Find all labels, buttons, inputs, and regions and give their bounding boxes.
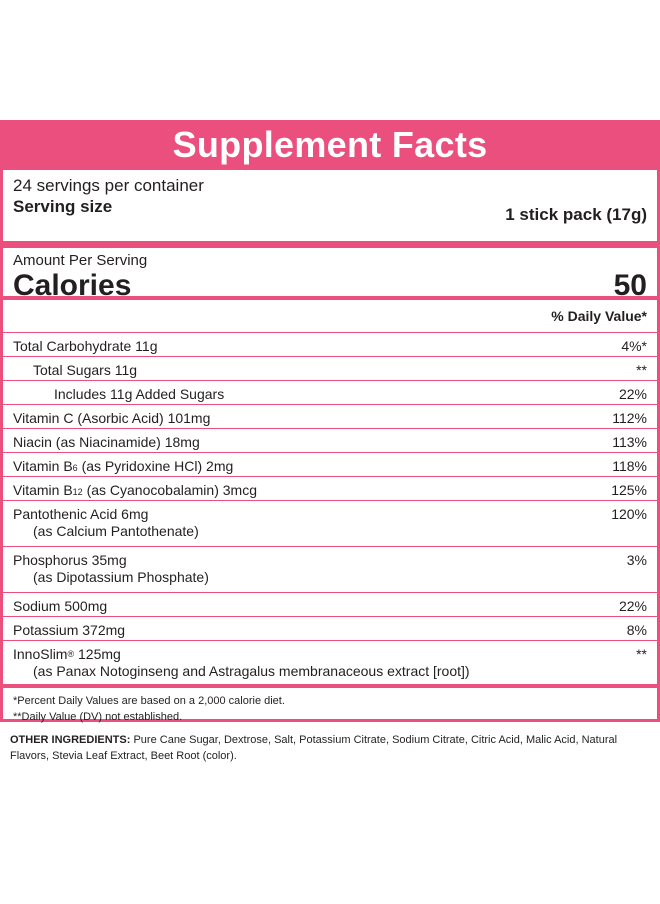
nutrient-row: Niacin (as Niacinamide) 18mg 113% [3,429,657,453]
other-ingredients-label: OTHER INGREDIENTS: [10,734,131,746]
supplement-facts-panel: Supplement Facts 24 servings per contain… [0,120,660,723]
amount-per-serving: Amount Per Serving [13,252,148,269]
nutrient-row: Includes 11g Added Sugars 22% [3,381,657,405]
panel-title: Supplement Facts [3,120,657,170]
nutrient-name: Phosphorus 35mg [13,552,127,568]
nutrient-row: Sodium 500mg 22% [3,593,657,617]
daily-value-header: % Daily Value* [3,300,657,333]
nutrient-dv: 8% [626,622,647,638]
calories-value: 50 [613,269,647,302]
nutrient-name: Potassium 372mg [13,622,126,638]
nutrient-name: Vitamin B6 (as Pyridoxine HCl) 2mg [13,458,234,474]
nutrient-dv: 3% [626,552,647,568]
nutrient-name: Pantothenic Acid 6mg [13,506,149,522]
nutrient-row: Vitamin C (Asorbic Acid) 101mg 112% [3,405,657,429]
nutrient-source: (as Calcium Pantothenate) [33,523,199,539]
nutrient-row: Pantothenic Acid 6mg (as Calcium Pantoth… [3,501,657,547]
nutrient-name: Total Carbohydrate 11g [13,338,158,354]
nutrient-name: Total Sugars 11g [33,362,138,378]
nutrient-dv: 120% [611,506,647,522]
nutrient-dv: 113% [612,434,647,450]
nutrient-row: InnoSlim® 125mg (as Panax Notoginseng an… [3,641,657,688]
nutrient-row: Potassium 372mg 8% [3,617,657,641]
other-ingredients: OTHER INGREDIENTS: Pure Cane Sugar, Dext… [10,732,650,764]
nutrient-dv: 22% [618,386,647,402]
nutrient-row: Phosphorus 35mg (as Dipotassium Phosphat… [3,547,657,593]
calories-section: Amount Per Serving Calories 50 [3,248,657,302]
nutrient-name: Vitamin C (Asorbic Acid) 101mg [13,410,211,426]
nutrient-dv: 118% [612,458,647,474]
nutrient-row: Total Sugars 11g ** [3,357,657,381]
nutrient-row: Vitamin B6 (as Pyridoxine HCl) 2mg 118% [3,453,657,477]
servings-section: 24 servings per container Serving size [3,170,657,248]
other-ingredients-text: Pure Cane Sugar, Dextrose, Salt, Potassi… [10,734,618,762]
calories-label: Calories [13,269,132,302]
nutrient-dv: 125% [611,482,647,498]
serving-size-value: 1 stick pack (17g) [505,205,647,224]
footnotes: *Percent Daily Values are based on a 2,0… [3,688,657,730]
nutrient-dv: ** [636,646,647,662]
nutrient-source: (as Dipotassium Phosphate) [33,569,209,585]
nutrient-dv: ** [636,362,647,378]
nutrient-name: Vitamin B12 (as Cyanocobalamin) 3mcg [13,482,257,498]
nutrient-row: Vitamin B12 (as Cyanocobalamin) 3mcg 125… [3,477,657,501]
servings-per-container: 24 servings per container [13,176,204,195]
footnote-dv-not-established: **Daily Value (DV) not established. [13,711,183,723]
nutrient-name: InnoSlim® 125mg [13,646,121,662]
nutrient-name: Niacin (as Niacinamide) 18mg [13,434,200,450]
nutrient-dv: 4%* [621,338,647,354]
nutrient-dv: 22% [618,598,647,614]
nutrient-row: Total Carbohydrate 11g 4%* [3,333,657,357]
footnote-daily-values: *Percent Daily Values are based on a 2,0… [13,695,285,707]
serving-size-label: Serving size [13,197,113,216]
nutrient-dv: 112% [612,410,647,426]
nutrient-name: Sodium 500mg [13,598,108,614]
nutrient-name: Includes 11g Added Sugars [54,386,225,402]
nutrient-source: (as Panax Notoginseng and Astragalus mem… [33,663,470,679]
